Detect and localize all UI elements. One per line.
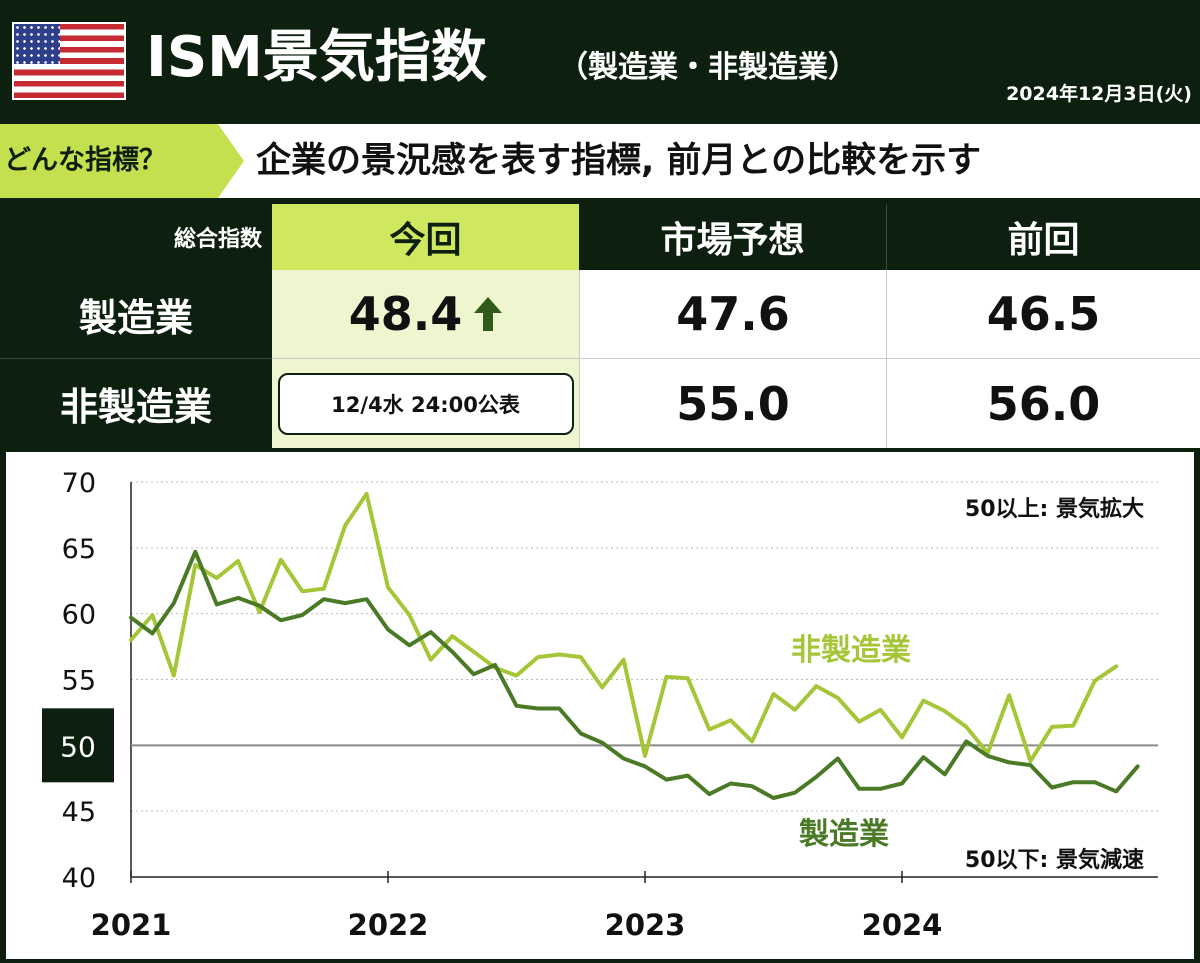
header: ISM景気指数 （製造業・非製造業） 2024年12月3日(火) — [0, 0, 1200, 118]
release-date: 2024年12月3日(火) — [1006, 83, 1192, 105]
x-tick-label: 2024 — [862, 908, 943, 942]
x-tick-label: 2021 — [91, 908, 172, 942]
row-label-non-manufacturing: 非製造業 — [0, 358, 272, 448]
series-label-non-manufacturing: 非製造業 — [791, 633, 911, 668]
non-manufacturing-current: 12/4水 24:00公表 — [272, 358, 579, 448]
y-tick-label: 45 — [62, 797, 96, 828]
manufacturing-current: 48.4 — [272, 270, 579, 358]
y-tick-label: 50 — [60, 730, 96, 763]
col-forecast-header: 市場予想 — [579, 204, 886, 270]
chart-panel: 40 45 50 55 60 65 70 2021 2022 2023 2024 非製造業製造業 50以… — [6, 452, 1194, 959]
up-arrow-icon — [474, 297, 503, 331]
manufacturing-previous: 46.5 — [886, 270, 1200, 358]
col-previous-header: 前回 — [886, 204, 1200, 270]
index-table: 総合指数 今回 市場予想 前回 製造業 48.4 47.6 46.5 非製造業 … — [0, 204, 1200, 448]
y-tick-label: 70 — [62, 468, 96, 499]
non-manufacturing-previous: 56.0 — [886, 358, 1200, 448]
x-tick-label: 2023 — [605, 908, 686, 942]
us-flag-icon — [12, 22, 126, 100]
manufacturing-current-value: 48.4 — [348, 287, 463, 341]
description-banner: どんな指標？ 企業の景況感を表す指標, 前月との比較を示す — [0, 124, 1200, 198]
y-tick-highlight-box — [42, 708, 114, 783]
x-tick-label: 2022 — [348, 908, 429, 942]
y-tick-label: 60 — [62, 600, 96, 631]
series-line-manufacturing — [129, 549, 1140, 800]
y-tick-label: 65 — [62, 534, 96, 565]
indicator-description: 企業の景況感を表す指標, 前月との比較を示す — [256, 141, 982, 181]
annotation-contraction: 50以下: 景気減速 — [965, 847, 1144, 873]
col-current-header: 今回 — [272, 204, 579, 270]
annotation-expansion: 50以上: 景気拡大 — [965, 496, 1144, 522]
series-label-manufacturing: 製造業 — [799, 817, 889, 852]
y-tick-label: 55 — [62, 666, 96, 697]
page-title: ISM景気指数 — [146, 25, 487, 90]
row-label-manufacturing: 製造業 — [0, 270, 272, 358]
corner-label: 総合指数 — [0, 204, 272, 270]
non-manufacturing-forecast: 55.0 — [579, 358, 886, 448]
series-line-non-manufacturing — [129, 491, 1119, 764]
question-tag: どんな指標？ — [0, 124, 244, 198]
question-tag-label: どんな指標？ — [4, 145, 166, 176]
publication-badge: 12/4水 24:00公表 — [277, 372, 574, 435]
manufacturing-forecast: 47.6 — [579, 270, 886, 358]
y-tick-label: 40 — [62, 863, 96, 894]
page-subtitle: （製造業・非製造業） — [558, 50, 858, 85]
